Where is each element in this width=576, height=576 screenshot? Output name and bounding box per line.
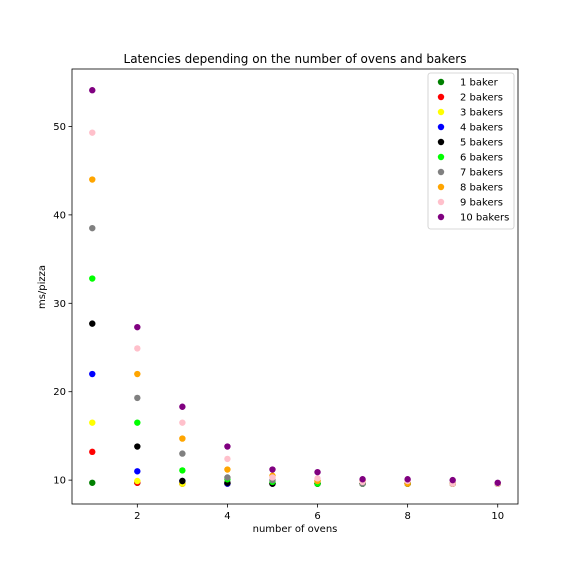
axes-frame [71, 68, 519, 505]
data-point [314, 475, 321, 482]
data-point [134, 345, 141, 352]
legend-label: 2 bakers [460, 93, 503, 104]
x-tick-label: 2 [134, 511, 140, 522]
legend-marker [437, 108, 445, 116]
legend-label: 7 bakers [460, 168, 503, 179]
legend-label: 1 baker [460, 78, 499, 89]
legend-label: 8 bakers [460, 183, 503, 194]
data-point [269, 466, 276, 473]
legend-marker [437, 138, 445, 146]
y-tick-label: 20 [53, 387, 66, 398]
data-point [134, 323, 141, 331]
data-point [224, 443, 231, 450]
x-tick-label: 6 [314, 511, 320, 522]
legend-label: 5 bakers [460, 138, 503, 149]
data-point [179, 467, 186, 474]
data-point [89, 224, 96, 232]
y-axis: 10 20 30 40 50 [53, 122, 72, 487]
y-axis-title: ms/pizza [37, 265, 48, 309]
y-tick-label: 10 [53, 476, 66, 487]
series-10 [89, 87, 501, 486]
x-tick-label: 8 [404, 511, 410, 522]
plot-area [89, 87, 501, 487]
data-point [134, 468, 141, 475]
data-point [134, 394, 141, 402]
legend-label: 10 bakers [460, 213, 509, 224]
legend-marker [437, 93, 445, 101]
x-axis: 2 4 6 8 10 [134, 504, 504, 522]
data-point [404, 476, 411, 483]
data-point [134, 443, 141, 450]
legend-label: 4 bakers [460, 123, 503, 134]
data-point [89, 370, 96, 378]
data-point [89, 275, 96, 282]
data-point [89, 176, 96, 183]
chart-title: Latencies depending on the number of ove… [124, 52, 467, 66]
x-tick-label: 4 [224, 511, 230, 522]
data-point [224, 474, 231, 481]
data-point [269, 474, 276, 481]
data-point [179, 419, 186, 426]
data-point [134, 477, 141, 485]
data-point [314, 468, 321, 476]
data-point [89, 419, 96, 426]
data-point [179, 450, 186, 457]
legend-marker [437, 123, 445, 131]
data-point [224, 455, 231, 463]
legend-label: 9 bakers [460, 198, 503, 209]
legend-label: 3 bakers [460, 108, 503, 119]
data-point [89, 320, 96, 327]
legend-marker [437, 78, 445, 86]
y-tick-label: 40 [53, 210, 66, 221]
legend-marker [437, 183, 445, 191]
data-point [89, 479, 96, 486]
data-point [359, 476, 366, 483]
data-point [89, 129, 96, 136]
legend-box [427, 72, 515, 230]
legend-marker [437, 213, 445, 221]
data-point [134, 370, 141, 378]
data-point [449, 476, 456, 484]
data-point [134, 419, 141, 426]
y-tick-label: 30 [53, 299, 66, 310]
data-point [224, 466, 231, 473]
legend: 1 baker 2 bakers 3 bakers 4 bakers 5 bakers 6… [427, 72, 515, 230]
y-tick-label: 50 [53, 122, 66, 133]
data-point [494, 479, 501, 486]
data-point [89, 448, 96, 456]
legend-label: 6 bakers [460, 153, 503, 164]
legend-marker [437, 168, 445, 176]
data-point [179, 477, 186, 485]
data-point [179, 435, 186, 442]
legend-marker [437, 198, 445, 206]
legend-marker [437, 153, 445, 161]
data-point [89, 87, 96, 94]
x-axis-title: number of ovens [253, 524, 338, 535]
data-point [179, 403, 186, 410]
x-tick-label: 10 [491, 511, 504, 522]
